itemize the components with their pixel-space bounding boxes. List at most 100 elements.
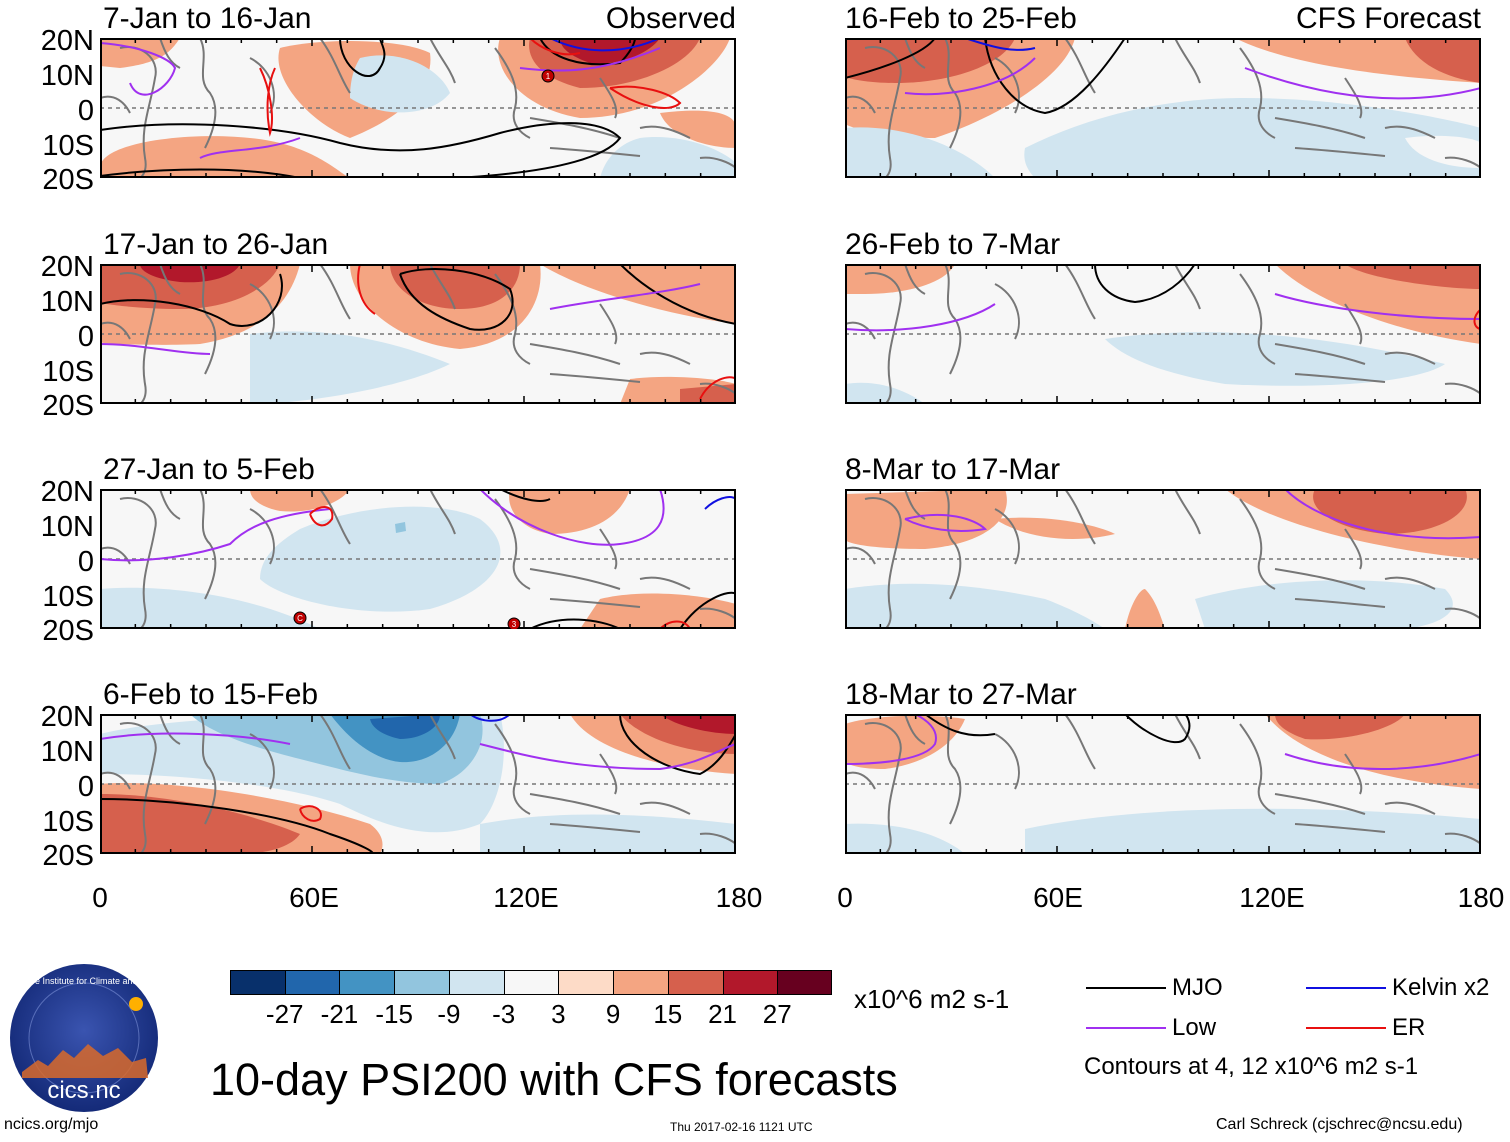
psi-anomaly-shading xyxy=(1025,808,1481,854)
lat-label: 20N xyxy=(40,476,94,508)
colorbar-swatch xyxy=(448,970,505,995)
coastline xyxy=(100,95,131,114)
legend-line-low xyxy=(1086,1027,1166,1029)
colorbar-swatch xyxy=(558,970,614,995)
lat-label: 10N xyxy=(40,511,94,543)
coastline xyxy=(845,771,876,790)
coastline xyxy=(845,546,876,565)
colorbar-swatch xyxy=(722,970,778,995)
panel-4-map: C3 xyxy=(100,489,736,629)
panel-7-period: 18-Mar to 27-Mar xyxy=(845,678,1077,711)
psi-anomaly-shading xyxy=(1105,332,1445,386)
wave-contour xyxy=(845,38,936,79)
wave-contour xyxy=(100,122,622,178)
coastline xyxy=(429,714,456,760)
coastline xyxy=(529,343,621,365)
coastline xyxy=(319,38,351,94)
wave-contour xyxy=(964,38,1036,51)
storm-symbol xyxy=(507,617,521,629)
lon-label-120e: 120E xyxy=(493,882,559,913)
panel-1-period: 16-Feb to 25-Feb xyxy=(845,2,1077,35)
coastline xyxy=(1294,598,1386,608)
colorbar-swatch xyxy=(394,970,450,995)
psi-anomaly-shading xyxy=(1345,264,1481,289)
coastline xyxy=(319,264,351,320)
panel-5-map xyxy=(845,489,1481,629)
coastline xyxy=(100,771,131,790)
coastline xyxy=(1174,489,1201,535)
lat-label: 20N xyxy=(40,701,94,733)
coastline xyxy=(1274,793,1366,815)
storm-symbol xyxy=(293,611,307,625)
colorbar-swatch xyxy=(667,970,724,995)
wave-contour xyxy=(1274,293,1481,320)
wave-contour xyxy=(339,38,386,78)
coastline xyxy=(944,264,962,375)
lat-label: 20S xyxy=(42,164,94,196)
wave-contour xyxy=(479,489,665,546)
coastline xyxy=(994,508,1020,565)
psi-anomaly-shading xyxy=(395,522,406,533)
coastline xyxy=(994,733,1020,790)
psi-anomaly-shading xyxy=(660,714,736,734)
wave-contour xyxy=(1124,714,1191,744)
coastline xyxy=(1274,343,1366,365)
coastline xyxy=(864,497,902,629)
coastline xyxy=(1294,147,1386,157)
colorbar-tick-label: 27 xyxy=(762,999,792,1029)
wave-contour xyxy=(399,268,514,331)
panel-3-period: 26-Feb to 7-Mar xyxy=(845,228,1061,261)
coastline xyxy=(249,283,275,340)
wave-contour xyxy=(100,798,374,854)
wave-contour xyxy=(199,137,301,159)
lat-label: 20N xyxy=(40,25,94,57)
coastline xyxy=(1064,38,1096,94)
psi-anomaly-shading xyxy=(845,38,1015,83)
wave-contour xyxy=(100,343,211,355)
coastline xyxy=(119,272,157,404)
colorbar-tick-label: 21 xyxy=(708,999,737,1029)
psi-anomaly-shading xyxy=(250,331,450,404)
wave-contour xyxy=(549,283,701,310)
lat-label: 0 xyxy=(77,321,94,353)
lat-label: 10N xyxy=(40,736,94,768)
coastline xyxy=(845,95,876,114)
psi-anomaly-shading xyxy=(845,823,965,854)
coastline xyxy=(904,489,926,520)
coastline xyxy=(199,714,217,825)
coastline xyxy=(549,147,641,157)
coastline xyxy=(1384,125,1436,139)
coastline xyxy=(864,46,902,178)
lon-label-0-right: 0 xyxy=(837,882,853,913)
wave-contour xyxy=(904,57,1036,96)
colorbar-tick-label: -9 xyxy=(437,999,461,1029)
panel-2-period: 17-Jan to 26-Jan xyxy=(103,228,329,261)
footer-url[interactable]: ncics.org/mjo xyxy=(4,1116,99,1133)
storm-marker: C xyxy=(293,611,307,625)
colorbar-swatch xyxy=(613,970,669,995)
coastline xyxy=(549,373,641,383)
legend-label-low: Low xyxy=(1172,1014,1217,1041)
logo-text: cics.nc xyxy=(47,1077,120,1104)
wave-contour xyxy=(479,743,736,771)
colorbar-swatch xyxy=(503,970,559,995)
colorbar xyxy=(230,970,833,995)
psi-anomaly-shading xyxy=(390,264,520,309)
colorbar-swatch xyxy=(284,970,340,995)
wave-contour xyxy=(845,303,996,332)
coastline xyxy=(1239,47,1276,139)
coastline xyxy=(845,321,876,340)
psi-anomaly-shading xyxy=(1024,98,1481,178)
coastline xyxy=(529,117,621,139)
panel-4-period: 27-Jan to 5-Feb xyxy=(103,453,315,486)
coastline xyxy=(100,321,131,340)
coastline xyxy=(1294,373,1386,383)
psi-anomaly-shading xyxy=(680,384,736,404)
psi-anomaly-shading xyxy=(480,814,736,854)
coastline xyxy=(904,264,926,295)
colorbar-tick-label: 9 xyxy=(605,999,621,1029)
coastline xyxy=(1344,753,1363,795)
colorbar-tick-label: -27 xyxy=(265,999,304,1029)
logo-ring-text: Cooperative Institute for Climate and Sa… xyxy=(8,976,160,986)
wave-contour xyxy=(100,273,283,327)
